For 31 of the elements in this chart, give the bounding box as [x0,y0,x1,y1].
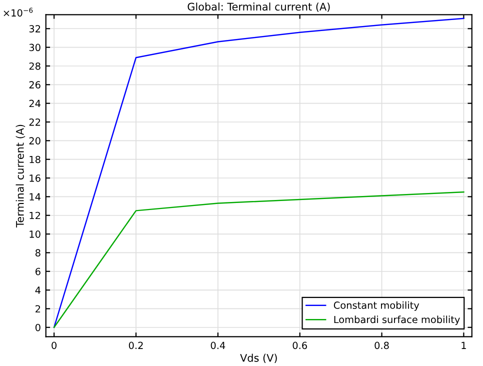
line-series [53,18,464,328]
y-tick-label: 0 [35,324,40,332]
x-tick-label: 0.6 [292,342,307,350]
x-tick-label: 0 [52,342,57,350]
line-series [53,191,464,328]
y-tick-label: 20 [29,137,40,145]
y-tick-label: 24 [29,100,40,108]
legend-label: Constant mobility [334,301,420,311]
y-tick-label: 2 [36,305,40,312]
y-tick-label: 22 [29,118,40,126]
y-axis-title: Terminal current (A) [16,124,26,228]
y-tick-label: 30 [29,44,40,52]
y-tick-label: 8 [35,249,40,257]
legend-label: Lombardi surface mobility [334,316,460,326]
y-tick-label: 26 [29,81,40,88]
x-tick-label: 0.2 [128,342,143,350]
y-tick-label: 12 [30,212,40,220]
x-axis-title: Vds (V) [240,354,277,364]
text: ×10$^{−6}$ [4,8,33,17]
y-tick-label: 16 [30,174,40,182]
x-tick-label: 1 [462,342,466,349]
y-tick-label: 14 [30,193,40,200]
chart-title: Global: Terminal current (A) [188,2,330,12]
y-tick-label: 32 [29,25,40,32]
y-tick-label: 4 [35,286,40,294]
y-tick-label: 28 [29,62,40,70]
y-tick-label: 18 [30,156,40,164]
y-tick-label: 6 [36,268,40,276]
x-tick-label: 0.8 [374,342,389,350]
y-tick-label: 10 [30,230,40,238]
x-tick-label: 0.4 [210,342,226,350]
